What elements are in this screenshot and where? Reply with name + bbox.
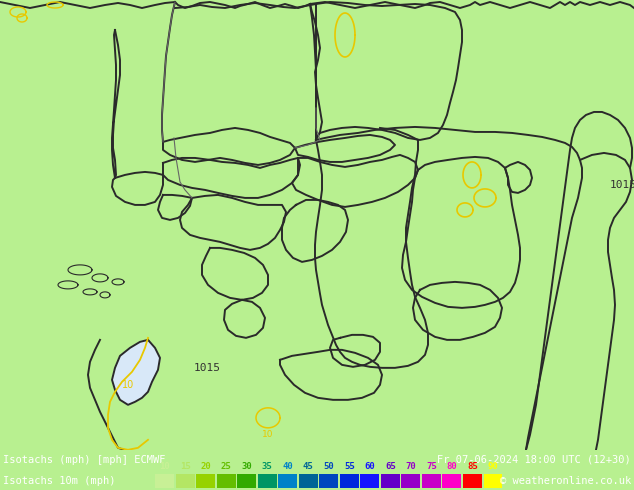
Text: 20: 20 <box>200 462 211 471</box>
Text: 10: 10 <box>159 462 170 471</box>
FancyBboxPatch shape <box>217 474 236 488</box>
FancyBboxPatch shape <box>443 474 462 488</box>
Text: © weatheronline.co.uk: © weatheronline.co.uk <box>500 476 631 486</box>
FancyBboxPatch shape <box>463 474 482 488</box>
FancyBboxPatch shape <box>176 474 195 488</box>
FancyBboxPatch shape <box>340 474 359 488</box>
Text: 60: 60 <box>365 462 375 471</box>
Text: 70: 70 <box>406 462 417 471</box>
Text: 1015: 1015 <box>193 363 221 373</box>
Text: 55: 55 <box>344 462 355 471</box>
FancyBboxPatch shape <box>197 474 215 488</box>
Text: Fr 07-06-2024 18:00 UTC (12+30): Fr 07-06-2024 18:00 UTC (12+30) <box>437 455 631 465</box>
FancyBboxPatch shape <box>422 474 441 488</box>
Text: 35: 35 <box>262 462 273 471</box>
Text: 45: 45 <box>303 462 314 471</box>
Text: 90: 90 <box>488 462 498 471</box>
FancyBboxPatch shape <box>155 474 174 488</box>
Text: 40: 40 <box>283 462 293 471</box>
Text: 15: 15 <box>180 462 191 471</box>
Text: Isotachs (mph) [mph] ECMWF: Isotachs (mph) [mph] ECMWF <box>3 455 165 465</box>
Text: 25: 25 <box>221 462 231 471</box>
FancyBboxPatch shape <box>381 474 400 488</box>
Text: 30: 30 <box>242 462 252 471</box>
Text: 10: 10 <box>122 380 134 390</box>
Text: 65: 65 <box>385 462 396 471</box>
FancyBboxPatch shape <box>320 474 339 488</box>
FancyBboxPatch shape <box>361 474 379 488</box>
FancyBboxPatch shape <box>401 474 420 488</box>
FancyBboxPatch shape <box>278 474 297 488</box>
Text: 85: 85 <box>467 462 478 471</box>
Text: 10: 10 <box>262 430 274 440</box>
Text: 80: 80 <box>446 462 457 471</box>
FancyBboxPatch shape <box>299 474 318 488</box>
FancyBboxPatch shape <box>258 474 277 488</box>
FancyBboxPatch shape <box>484 474 502 488</box>
Text: 75: 75 <box>426 462 437 471</box>
Text: Isotachs 10m (mph): Isotachs 10m (mph) <box>3 476 115 486</box>
Polygon shape <box>112 340 160 405</box>
FancyBboxPatch shape <box>237 474 256 488</box>
Text: 1015: 1015 <box>610 180 634 190</box>
Text: 50: 50 <box>323 462 334 471</box>
